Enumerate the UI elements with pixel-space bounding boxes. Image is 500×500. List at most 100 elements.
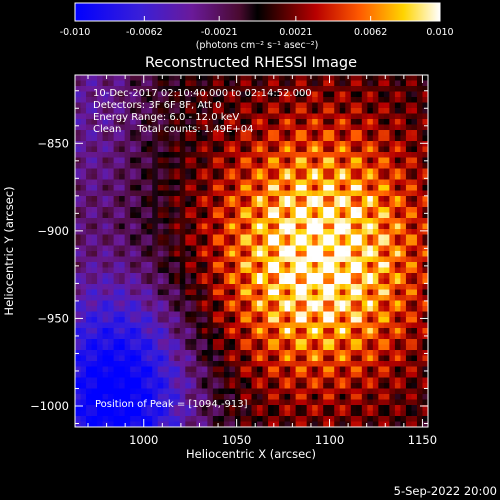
heatmap-cell [290, 273, 297, 280]
heatmap-cell [240, 399, 247, 406]
heatmap-cell [196, 229, 203, 236]
heatmap-cell [102, 410, 109, 417]
heatmap-cell [323, 289, 330, 296]
heatmap-cell [394, 333, 402, 340]
heatmap-cell [157, 168, 164, 175]
heatmap-cell [212, 245, 220, 252]
heatmap-cell [328, 207, 335, 214]
heatmap-cell [135, 223, 142, 230]
heatmap-cell [295, 328, 302, 335]
heatmap-cell [273, 75, 280, 82]
heatmap-cell [212, 388, 220, 395]
heatmap-cell [163, 361, 170, 368]
heatmap-cell [201, 179, 208, 186]
heatmap-cell [124, 333, 131, 340]
heatmap-cell [361, 207, 368, 214]
heatmap-cell [268, 240, 275, 247]
heatmap-cell [295, 91, 302, 98]
heatmap-cell [290, 152, 297, 159]
heatmap-cell [102, 218, 109, 225]
heatmap-cell [113, 174, 120, 181]
heatmap-cell [268, 383, 275, 390]
heatmap-cell [229, 361, 236, 368]
heatmap-cell [416, 333, 424, 340]
heatmap-cell [157, 421, 164, 427]
heatmap-cell [328, 267, 335, 274]
heatmap-cell [212, 333, 220, 340]
heatmap-cell [196, 339, 203, 346]
heatmap-cell [306, 102, 313, 109]
heatmap-cell [312, 333, 319, 340]
heatmap-cell [163, 388, 170, 395]
heatmap-cell [295, 295, 302, 302]
heatmap-cell [378, 119, 385, 126]
heatmap-cell [290, 196, 297, 203]
heatmap-cell [201, 152, 208, 159]
heatmap-cell [196, 311, 203, 318]
heatmap-cell [301, 196, 308, 203]
heatmap-cell [212, 416, 220, 423]
heatmap-cell [334, 383, 341, 390]
heatmap-cell [245, 124, 253, 131]
heatmap-cell [108, 311, 115, 318]
heatmap-cell [394, 108, 402, 115]
heatmap-cell [196, 97, 203, 104]
heatmap-cell [345, 91, 352, 98]
heatmap-cell [273, 212, 280, 219]
heatmap-cell [383, 251, 390, 258]
heatmap-cell [245, 317, 253, 324]
heatmap-cell [245, 196, 253, 203]
heatmap-cell [141, 163, 148, 170]
heatmap-cell [372, 416, 379, 423]
heatmap-cell [80, 394, 87, 401]
heatmap-cell [251, 355, 258, 362]
heatmap-cell [268, 163, 275, 170]
heatmap-cell [119, 80, 126, 87]
heatmap-cell [383, 119, 390, 126]
heatmap-cell [135, 240, 142, 247]
heatmap-cell [152, 339, 159, 346]
heatmap-cell [234, 350, 242, 357]
heatmap-cell [179, 135, 186, 142]
heatmap-cell [372, 113, 379, 120]
heatmap-cell [257, 405, 264, 412]
heatmap-cell [218, 75, 225, 82]
heatmap-cell [86, 421, 93, 427]
heatmap-cell [135, 146, 142, 153]
heatmap-cell [400, 339, 407, 346]
heatmap-cell [279, 317, 286, 324]
heatmap-cell [416, 234, 424, 241]
heatmap-cell [389, 108, 396, 115]
heatmap-cell [179, 344, 186, 351]
heatmap-cell [179, 146, 186, 153]
heatmap-cell [361, 333, 368, 340]
heatmap-cell [124, 218, 131, 225]
heatmap-cell [157, 289, 164, 296]
heatmap-cell [405, 135, 413, 142]
heatmap-cell [245, 108, 253, 115]
heatmap-cell [207, 234, 214, 241]
heatmap-cell [146, 185, 153, 192]
heatmap-cell [312, 152, 319, 159]
heatmap-cell [273, 339, 280, 346]
heatmap-cell [245, 218, 253, 225]
heatmap-cell [290, 311, 297, 318]
heatmap-cell [207, 399, 214, 406]
heatmap-cell [339, 179, 346, 186]
heatmap-cell [367, 399, 374, 406]
heatmap-cell [306, 256, 313, 263]
heatmap-cell [356, 146, 363, 153]
heatmap-cell [345, 86, 352, 93]
heatmap-cell [279, 163, 286, 170]
heatmap-cell [367, 212, 374, 219]
heatmap-cell [367, 245, 374, 252]
heatmap-cell [411, 97, 418, 104]
heatmap-cell [372, 399, 379, 406]
heatmap-cell [75, 256, 82, 263]
heatmap-cell [323, 146, 330, 153]
heatmap-cell [108, 229, 115, 236]
heatmap-cell [257, 113, 264, 120]
heatmap-cell [268, 256, 275, 263]
heatmap-cell [290, 256, 297, 263]
heatmap-cell [223, 80, 231, 87]
